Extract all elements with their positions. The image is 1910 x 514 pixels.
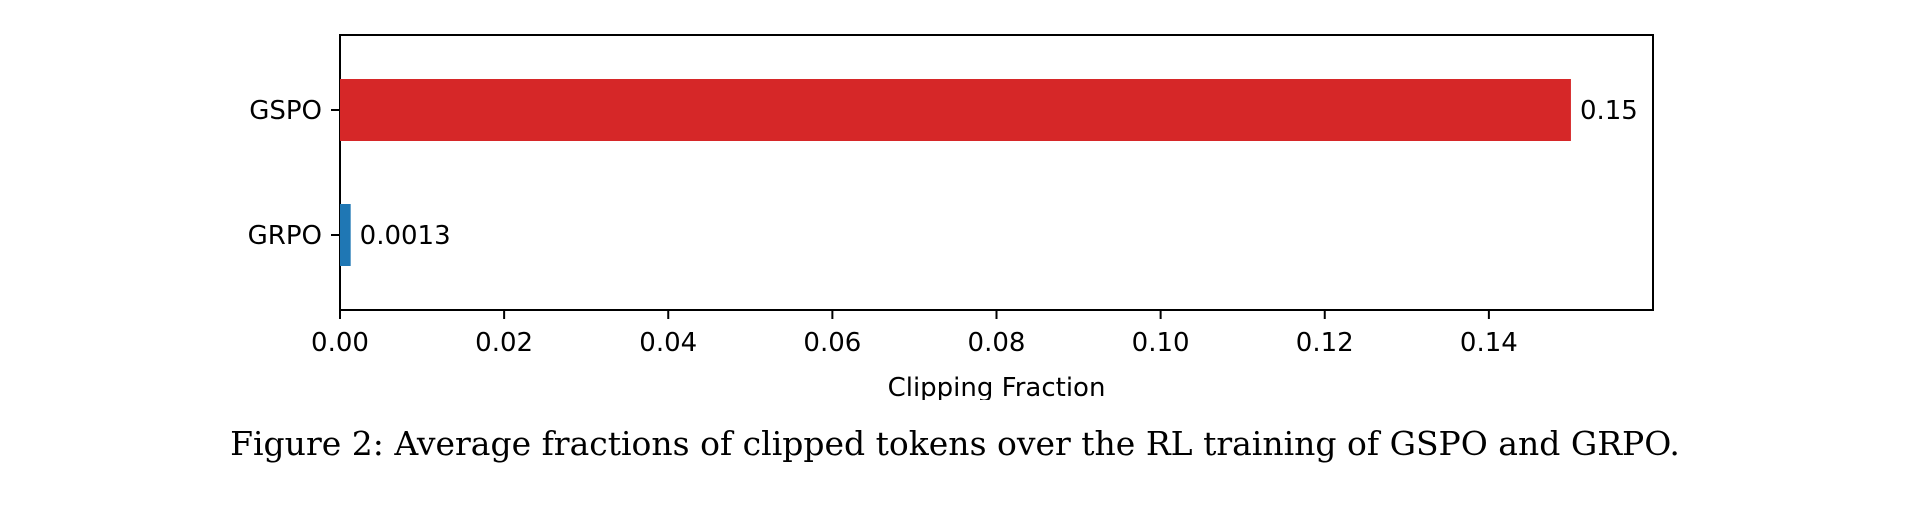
x-tick-label: 0.04 bbox=[639, 328, 697, 358]
plot-frame bbox=[339, 34, 1654, 311]
y-tick-label-grpo: GRPO bbox=[248, 221, 322, 251]
bar-grpo bbox=[340, 204, 351, 266]
bar-value-label-gspo: 0.15 bbox=[1580, 96, 1638, 126]
x-tick-label: 0.02 bbox=[475, 328, 533, 358]
y-tick-label-gspo: GSPO bbox=[249, 96, 322, 126]
bars-layer: 0.0013 0.15 bbox=[340, 79, 1638, 266]
x-tick-label: 0.12 bbox=[1296, 328, 1354, 358]
x-tick-label: 0.06 bbox=[803, 328, 861, 358]
y-axis-ticks: GRPO GSPO bbox=[248, 96, 340, 251]
x-axis-label: Clipping Fraction bbox=[888, 373, 1106, 400]
figure-caption: Figure 2: Average fractions of clipped t… bbox=[230, 424, 1680, 463]
x-tick-label: 0.00 bbox=[311, 328, 369, 358]
x-axis-ticks: 0.00 0.02 0.04 0.06 0.08 0.10 0.12 0.14 bbox=[311, 310, 1518, 358]
bar-value-label-grpo: 0.0013 bbox=[360, 221, 451, 251]
x-tick-label: 0.14 bbox=[1460, 328, 1518, 358]
x-tick-label: 0.10 bbox=[1132, 328, 1190, 358]
bar-gspo bbox=[340, 79, 1571, 141]
x-tick-label: 0.08 bbox=[968, 328, 1026, 358]
